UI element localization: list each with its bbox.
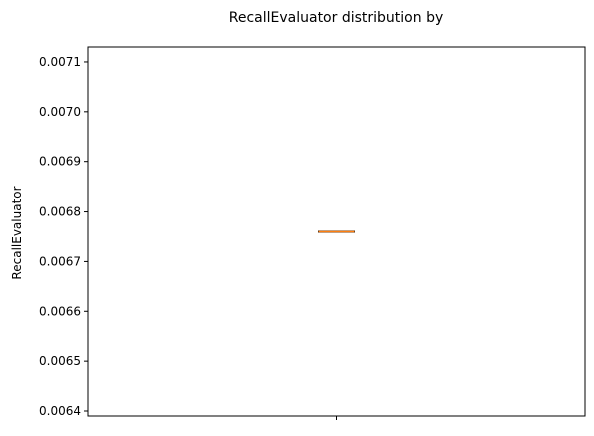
plot-area-frame <box>87 46 586 417</box>
y-tick-label: 0.0067 <box>39 254 81 268</box>
chart-title: RecallEvaluator distribution by <box>229 10 443 26</box>
y-tick-label: 0.0068 <box>39 205 81 219</box>
y-tick-label: 0.0069 <box>39 155 81 169</box>
y-tick-label: 0.0070 <box>39 105 81 119</box>
box-series <box>318 230 355 233</box>
y-tick-label: 0.0066 <box>39 304 81 318</box>
y-tick-label: 0.0071 <box>39 55 81 69</box>
y-axis-ticks: 0.0064 0.0065 0.0066 0.0067 0.0068 0.0069 0.00… <box>39 55 88 418</box>
y-tick-label: 0.0064 <box>39 404 81 418</box>
y-tick-label: 0.0065 <box>39 354 81 368</box>
y-axis-label: RecallEvaluator <box>10 186 24 279</box>
